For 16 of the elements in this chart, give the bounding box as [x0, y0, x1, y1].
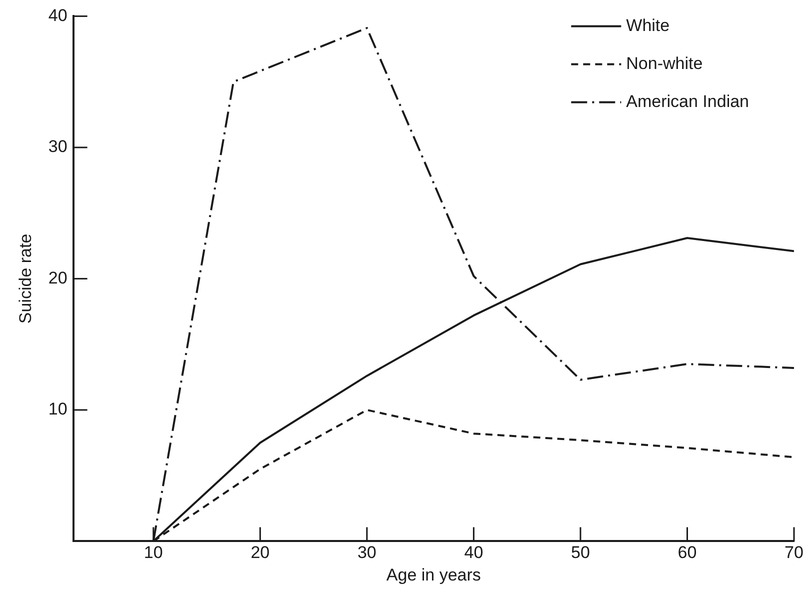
x-tick-label: 40	[464, 543, 484, 562]
y-axis-title: Suicide rate	[16, 234, 35, 324]
x-axis-title: Age in years	[386, 565, 481, 584]
y-tick-label: 20	[48, 268, 68, 288]
x-tick-label: 50	[571, 543, 590, 562]
y-tick-label: 10	[48, 400, 68, 419]
x-tick-label: 10	[144, 543, 163, 562]
legend-label: Non-white	[626, 54, 703, 73]
x-tick-label: 30	[357, 543, 376, 562]
x-tick-label: 70	[784, 543, 804, 562]
legend-label: White	[626, 16, 670, 35]
y-tick-label: 30	[48, 137, 68, 156]
x-tick-label: 60	[678, 543, 697, 562]
x-tick-label: 20	[250, 543, 270, 562]
y-tick-label: 40	[48, 6, 68, 25]
legend-label: American Indian	[626, 92, 749, 111]
